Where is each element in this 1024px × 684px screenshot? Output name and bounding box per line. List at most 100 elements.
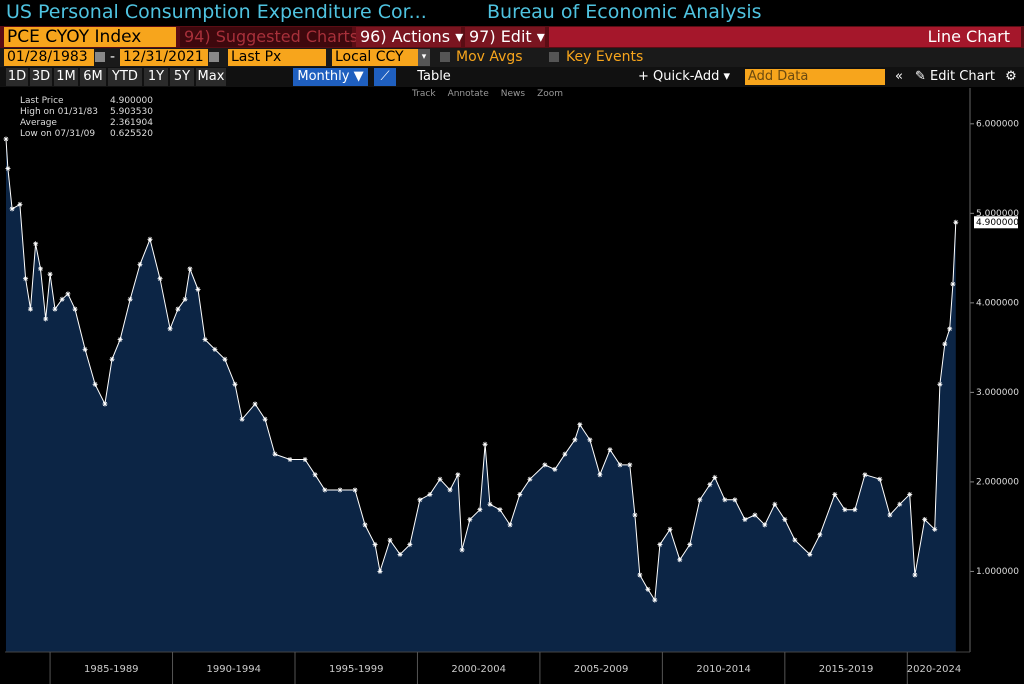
period-button[interactable]: 1Y bbox=[144, 68, 168, 86]
last-value-box bbox=[974, 216, 1018, 229]
edit-menu[interactable]: 97) Edit ▾ bbox=[465, 27, 545, 47]
point-marker bbox=[950, 281, 956, 287]
point-marker bbox=[377, 568, 383, 574]
y-tick-label: 5.000000 bbox=[976, 209, 1019, 219]
point-marker bbox=[907, 491, 913, 497]
point-marker bbox=[637, 572, 643, 578]
chart-kind-bar bbox=[549, 27, 1021, 47]
y-tick-label: 4.000000 bbox=[976, 298, 1019, 308]
period-button[interactable]: Max bbox=[196, 68, 226, 86]
y-tick-label: 3.000000 bbox=[976, 388, 1019, 398]
title-bar: US Personal Consumption Expenditure Cor.… bbox=[0, 0, 1024, 26]
point-marker bbox=[175, 306, 181, 312]
period-button[interactable]: 6M bbox=[80, 68, 106, 86]
calendar-icon[interactable] bbox=[95, 52, 105, 62]
end-date[interactable]: 12/31/2021 bbox=[120, 49, 208, 66]
point-marker bbox=[287, 457, 293, 463]
point-marker bbox=[187, 266, 193, 272]
point-marker bbox=[862, 472, 868, 478]
point-marker bbox=[772, 501, 778, 507]
currency-select[interactable]: Local CCY bbox=[332, 49, 418, 66]
legend-row: Average 2.361904 bbox=[10, 118, 153, 129]
point-marker bbox=[922, 517, 928, 523]
chart-tool[interactable]: News bbox=[500, 89, 526, 99]
ticker-field[interactable]: PCE CYOY Index bbox=[4, 27, 176, 47]
add-data-input[interactable]: Add Data bbox=[745, 69, 885, 85]
chart-icon[interactable]: ⟋ bbox=[374, 68, 396, 86]
point-marker bbox=[657, 542, 663, 548]
point-marker bbox=[807, 551, 813, 557]
point-marker bbox=[542, 462, 548, 468]
actions-menu[interactable]: 96) Actions ▾ bbox=[356, 27, 463, 47]
collapse-button[interactable]: « bbox=[890, 68, 908, 86]
legend-label: High on 01/31/83 bbox=[20, 107, 99, 117]
point-marker bbox=[82, 346, 88, 352]
frequency: Monthly bbox=[297, 69, 350, 84]
point-marker bbox=[947, 326, 953, 332]
point-marker bbox=[397, 551, 403, 557]
legend-row: Low on 07/31/09 0.625520 bbox=[10, 129, 153, 140]
dropdown-arrow[interactable]: ▾ bbox=[418, 49, 430, 66]
period-button[interactable]: 5Y bbox=[170, 68, 194, 86]
chart-tool[interactable]: Annotate bbox=[447, 89, 489, 99]
point-marker bbox=[23, 276, 29, 282]
suggested-charts[interactable]: 94) Suggested Charts bbox=[180, 27, 358, 47]
x-tick-label: 2005-2009 bbox=[574, 664, 629, 675]
legend-value: 2.361904 bbox=[110, 118, 153, 128]
point-marker bbox=[932, 526, 938, 532]
point-marker bbox=[252, 401, 258, 407]
command-bar: PCE CYOY Index 94) Suggested Charts 96) … bbox=[0, 26, 1024, 48]
mov-avgs[interactable]: Mov Avgs bbox=[456, 49, 523, 65]
point-marker bbox=[232, 381, 238, 387]
period-button[interactable]: 3D bbox=[30, 68, 52, 86]
point-marker bbox=[752, 512, 758, 518]
point-marker bbox=[33, 241, 39, 247]
point-marker bbox=[617, 462, 623, 468]
edit-chart-label: Edit Chart bbox=[929, 69, 996, 84]
point-marker bbox=[712, 474, 718, 480]
point-marker bbox=[65, 291, 71, 297]
y-tick-label: 6.000000 bbox=[976, 119, 1019, 129]
calendar-icon[interactable] bbox=[209, 52, 219, 62]
period-button[interactable]: YTD bbox=[108, 68, 142, 86]
point-marker bbox=[687, 542, 693, 548]
point-marker bbox=[262, 416, 268, 422]
point-marker bbox=[722, 497, 728, 503]
point-marker bbox=[497, 507, 503, 513]
chart-tool[interactable]: Track bbox=[412, 89, 436, 99]
chart-tools: Track Annotate News Zoom bbox=[412, 89, 575, 99]
settings-icon[interactable]: ⚙ bbox=[1002, 68, 1020, 86]
point-marker bbox=[272, 451, 278, 457]
quick-add[interactable]: + Quick-Add ▾ bbox=[634, 68, 734, 86]
edit-label: 97) Edit bbox=[469, 27, 532, 46]
point-marker bbox=[427, 491, 433, 497]
point-marker bbox=[645, 586, 651, 592]
frequency-select[interactable]: Monthly ▼ bbox=[293, 68, 368, 86]
legend-value: 4.900000 bbox=[110, 96, 153, 106]
point-marker bbox=[887, 512, 893, 518]
point-marker bbox=[707, 482, 713, 488]
point-marker bbox=[337, 487, 343, 493]
point-marker bbox=[842, 507, 848, 513]
key-events[interactable]: Key Events bbox=[566, 49, 644, 65]
point-marker bbox=[732, 497, 738, 503]
source: Bureau of Economic Analysis bbox=[487, 1, 762, 23]
edit-chart[interactable]: ✎ Edit Chart bbox=[912, 68, 998, 86]
field-select[interactable]: Last Px bbox=[228, 49, 326, 66]
start-date[interactable]: 01/28/1983 bbox=[4, 49, 94, 66]
point-marker bbox=[407, 542, 413, 548]
legend-value: 0.625520 bbox=[110, 129, 153, 139]
table-button[interactable]: Table bbox=[408, 68, 460, 86]
checkbox[interactable] bbox=[440, 52, 450, 62]
point-marker bbox=[195, 286, 201, 292]
checkbox[interactable] bbox=[549, 52, 559, 62]
point-marker bbox=[517, 491, 523, 497]
point-marker bbox=[852, 507, 858, 513]
point-marker bbox=[147, 236, 153, 242]
point-marker bbox=[182, 296, 188, 302]
period-button[interactable]: 1M bbox=[54, 68, 78, 86]
chart-tool[interactable]: Zoom bbox=[537, 89, 564, 99]
point-marker bbox=[17, 201, 23, 207]
period-button[interactable]: 1D bbox=[6, 68, 28, 86]
